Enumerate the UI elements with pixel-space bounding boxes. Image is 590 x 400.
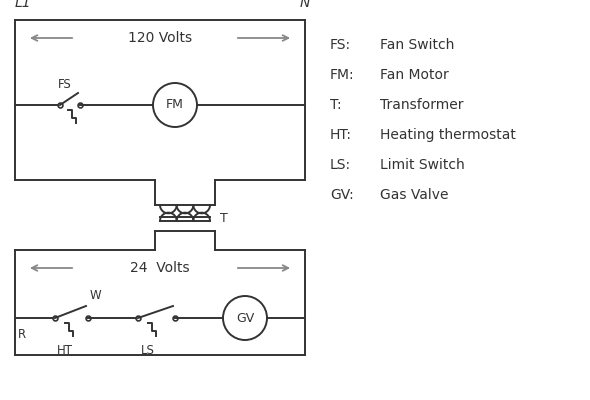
Text: T:: T: <box>330 98 342 112</box>
Text: W: W <box>90 289 101 302</box>
Text: 120 Volts: 120 Volts <box>128 31 192 45</box>
Text: 24  Volts: 24 Volts <box>130 261 190 275</box>
Text: Heating thermostat: Heating thermostat <box>380 128 516 142</box>
Text: Fan Switch: Fan Switch <box>380 38 454 52</box>
Text: FS:: FS: <box>330 38 351 52</box>
Text: FM: FM <box>166 98 184 112</box>
Text: Limit Switch: Limit Switch <box>380 158 465 172</box>
Text: GV: GV <box>236 312 254 324</box>
Text: HT:: HT: <box>330 128 352 142</box>
Text: GV:: GV: <box>330 188 354 202</box>
Text: FM:: FM: <box>330 68 355 82</box>
Text: R: R <box>18 328 26 341</box>
Text: HT: HT <box>57 344 73 357</box>
Text: FS: FS <box>58 78 72 91</box>
Text: T: T <box>220 212 228 226</box>
Text: Gas Valve: Gas Valve <box>380 188 448 202</box>
Text: L1: L1 <box>15 0 32 10</box>
Text: N: N <box>300 0 310 10</box>
Text: LS:: LS: <box>330 158 351 172</box>
Text: LS: LS <box>141 344 155 357</box>
Text: Fan Motor: Fan Motor <box>380 68 449 82</box>
Text: Transformer: Transformer <box>380 98 464 112</box>
